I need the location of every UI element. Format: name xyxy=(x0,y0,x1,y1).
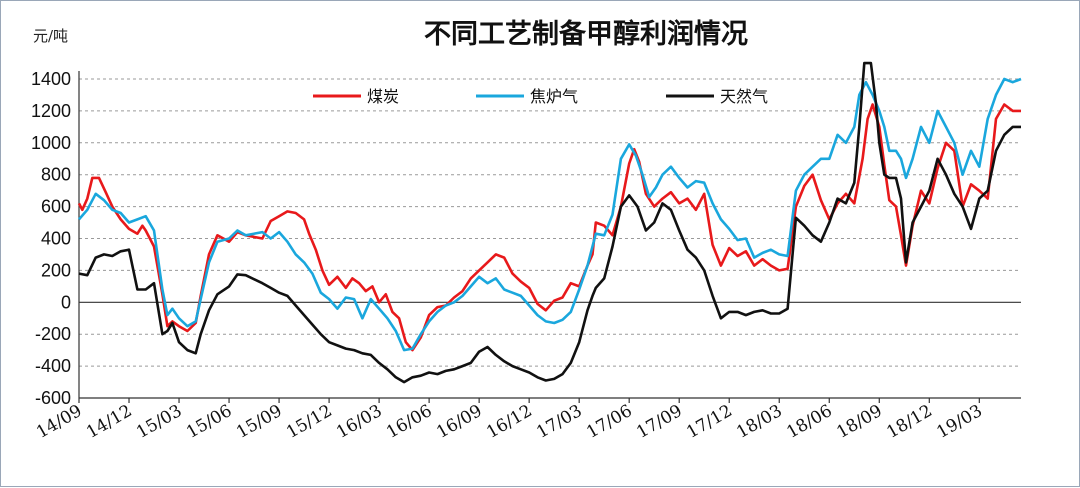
y-tick-label: -600 xyxy=(35,388,71,408)
x-tick-label: 18/06 xyxy=(783,401,835,443)
legend-label-0: 煤炭 xyxy=(367,87,399,106)
y-tick-labels: 1400 1200 1000 800 600 400 200 0 -200 -400 -600 xyxy=(31,69,71,408)
y-tick-label: 1200 xyxy=(31,101,71,121)
x-tick-label: 17/03 xyxy=(533,401,585,443)
x-tick-label: 17/06 xyxy=(583,401,635,443)
x-tick-label: 15/03 xyxy=(133,401,185,443)
legend-label-2: 天然气 xyxy=(720,87,768,106)
y-tick-label: 200 xyxy=(41,260,71,280)
y-tick-label: 1400 xyxy=(31,69,71,89)
x-tick-labels: 14/0914/1215/0315/0615/0915/1216/0316/06… xyxy=(33,398,986,443)
series-line-2 xyxy=(78,61,1021,384)
x-tick-label: 16/12 xyxy=(483,401,535,443)
x-tick-label: 18/12 xyxy=(883,401,935,443)
y-tick-label: -400 xyxy=(35,356,71,376)
series-line-0 xyxy=(77,103,1021,352)
x-tick-label: 14/12 xyxy=(83,401,135,443)
x-tick-label: 17/12 xyxy=(683,401,735,443)
x-tick-label: 16/09 xyxy=(433,401,485,443)
y-axis-unit-label: 元/吨 xyxy=(33,27,68,45)
y-tick-label: 0 xyxy=(61,292,71,312)
x-tick-label: 17/09 xyxy=(633,401,685,443)
x-tick-label: 15/09 xyxy=(233,401,285,443)
grid-layer xyxy=(78,71,1021,399)
legend-label-1: 焦炉气 xyxy=(530,87,578,106)
y-tick-label: 800 xyxy=(41,165,71,185)
x-tick-label: 18/09 xyxy=(833,401,885,443)
legend: 煤炭 焦炉气 天然气 xyxy=(313,87,768,106)
y-tick-label: 1000 xyxy=(31,133,71,153)
y-tick-label: 600 xyxy=(41,197,71,217)
series-layer xyxy=(77,61,1022,384)
x-tick-label: 16/03 xyxy=(333,401,385,443)
x-tick-label: 15/12 xyxy=(283,401,335,443)
series-line-1 xyxy=(78,77,1022,352)
x-tick-label: 19/03 xyxy=(933,401,985,443)
y-tick-label: 400 xyxy=(41,229,71,249)
x-tick-label: 16/06 xyxy=(383,401,435,443)
x-tick-label: 15/06 xyxy=(183,401,235,443)
chart-title: 不同工艺制备甲醇利润情况 xyxy=(424,18,748,50)
y-tick-label: -200 xyxy=(35,324,71,344)
x-tick-label: 18/03 xyxy=(733,401,785,443)
